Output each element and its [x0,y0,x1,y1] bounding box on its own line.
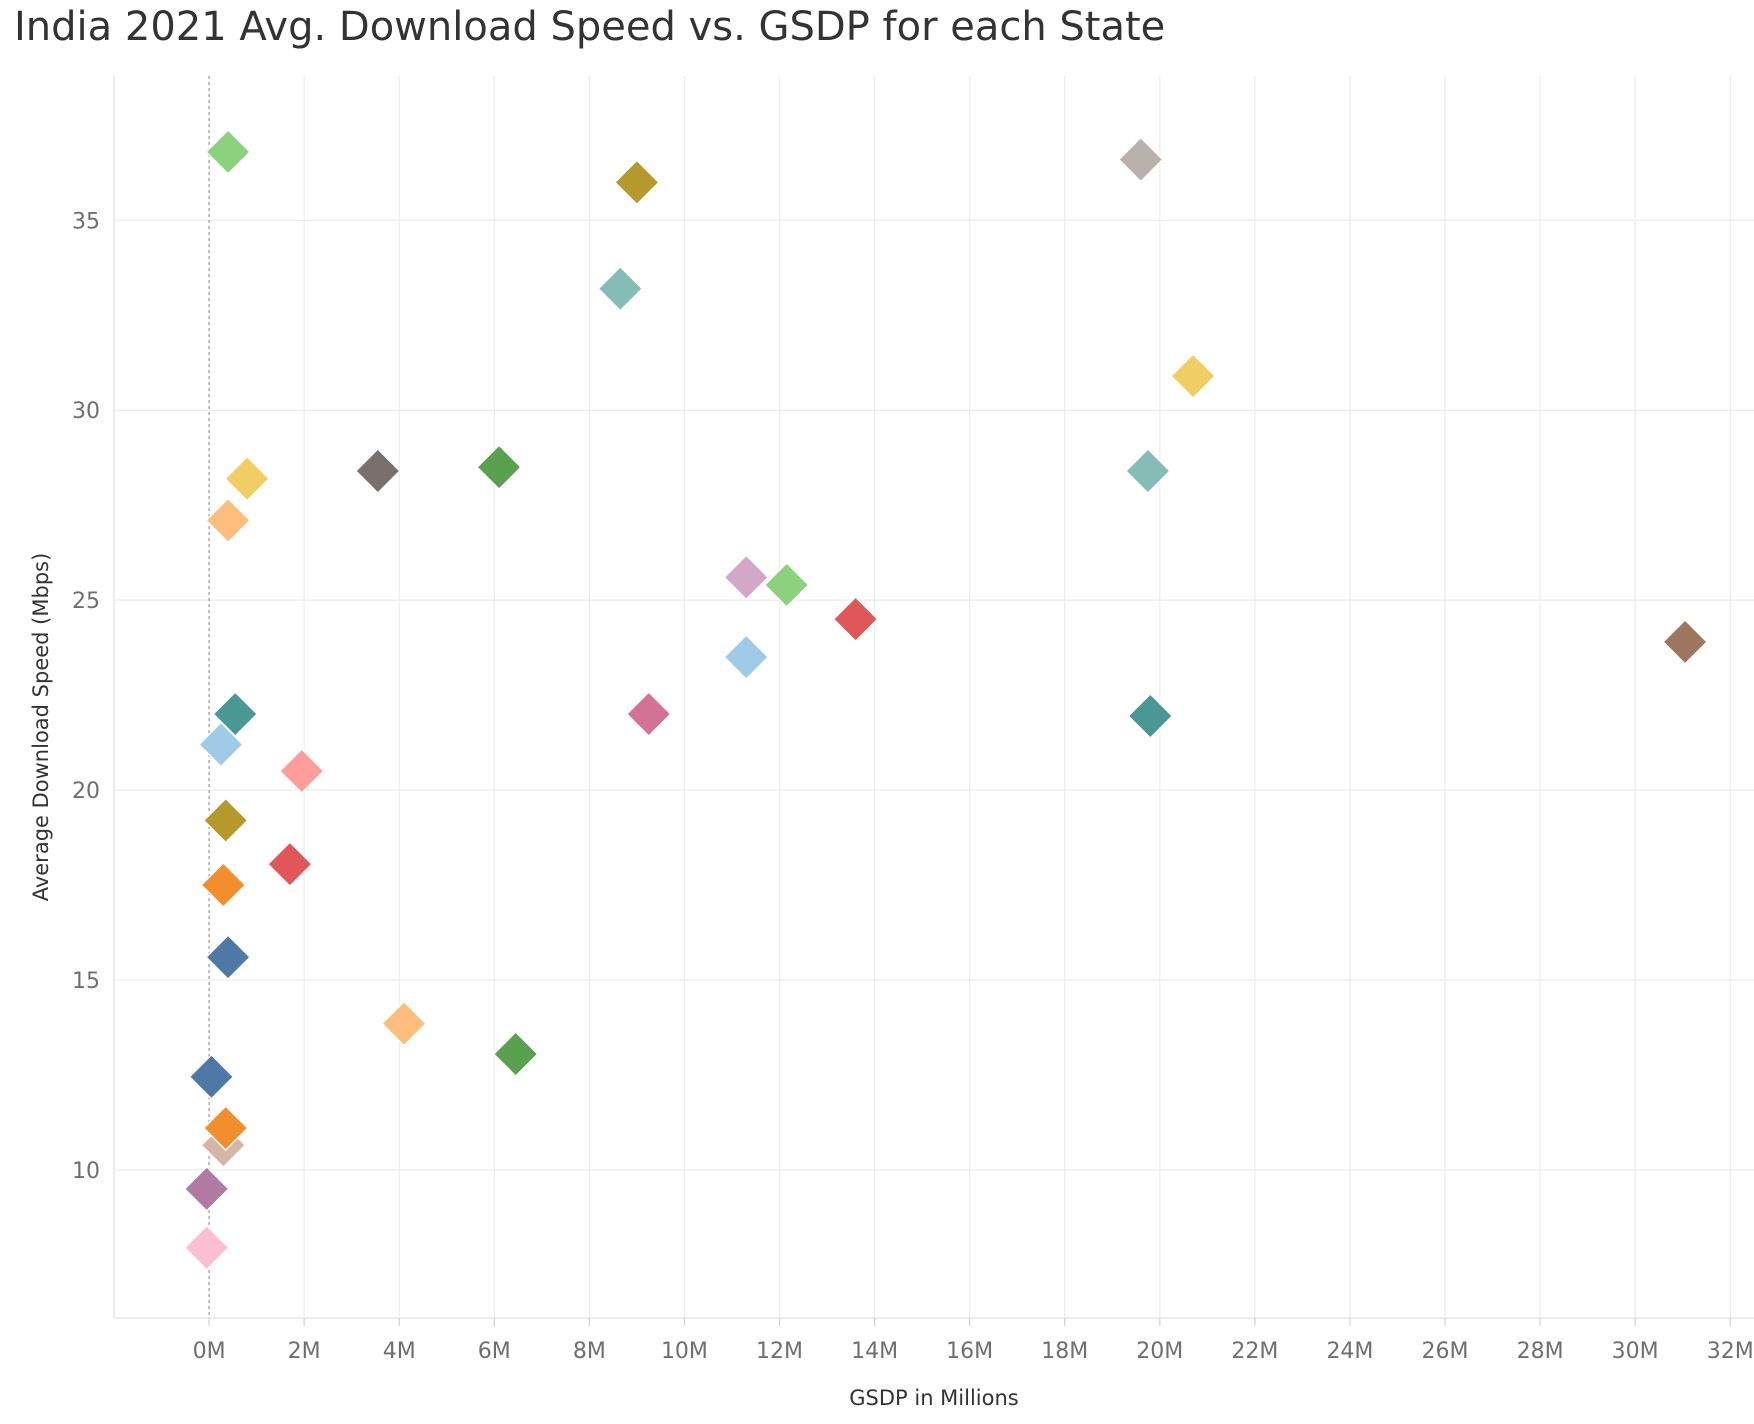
x-tick-label: 6M [478,1339,511,1364]
data-point[interactable] [183,1165,230,1212]
y-tick-label: 35 [72,209,100,234]
data-points [183,128,1709,1271]
x-tick-label: 14M [851,1339,898,1364]
data-point[interactable] [832,596,879,643]
data-point[interactable] [492,1030,539,1078]
data-point[interactable] [1124,447,1171,495]
x-tick-label: 12M [756,1339,803,1364]
data-point[interactable] [278,748,325,795]
data-point[interactable] [723,554,770,601]
y-axis-ticks: 10 15 20 25 30 35 [72,209,100,1184]
data-point[interactable] [224,455,271,502]
gridlines [113,76,1754,1319]
x-tick-label: 18M [1041,1339,1088,1364]
data-point[interactable] [1662,618,1709,665]
data-point[interactable] [205,497,252,544]
data-point[interactable] [1170,352,1217,400]
y-tick-label: 15 [72,969,100,994]
data-point[interactable] [380,1000,428,1047]
data-point[interactable] [597,265,644,312]
data-point[interactable] [183,1224,230,1271]
data-point[interactable] [197,721,245,768]
chart-title: India 2021 Avg. Download Speed vs. GSDP … [14,4,1166,50]
data-point[interactable] [205,934,252,981]
x-tick-label: 32M [1707,1339,1754,1364]
x-tick-label: 24M [1326,1339,1373,1364]
data-point[interactable] [202,797,249,844]
data-point[interactable] [613,159,660,206]
x-tick-label: 28M [1517,1339,1564,1364]
x-tick-label: 30M [1612,1339,1659,1364]
x-tick-label: 16M [946,1339,993,1364]
x-axis-ticks: 0M 2M 4M 6M 8M 10M 12M 14M 16M 18M 20M 22M 24M 26M 28M… [193,1318,1754,1364]
y-tick-label: 20 [72,779,100,804]
x-axis-title: GSDP in Millions [849,1386,1019,1410]
x-tick-label: 10M [661,1339,708,1364]
y-tick-label: 10 [72,1159,100,1184]
data-point[interactable] [205,128,252,176]
x-tick-label: 20M [1136,1339,1183,1364]
data-point[interactable] [723,634,770,681]
data-point[interactable] [202,1105,249,1152]
y-axis-title: Average Download Speed (Mbps) [29,553,53,902]
data-point[interactable] [475,444,523,491]
x-tick-label: 4M [383,1339,416,1364]
y-tick-label: 30 [72,399,100,424]
data-point[interactable] [763,561,810,609]
x-tick-label: 0M [193,1339,226,1364]
data-point[interactable] [1117,136,1164,183]
data-point[interactable] [625,691,672,738]
data-point[interactable] [200,861,247,909]
data-point[interactable] [354,447,401,495]
data-point[interactable] [266,841,313,888]
x-tick-label: 8M [573,1339,606,1364]
data-point[interactable] [1127,692,1174,740]
x-tick-label: 2M [288,1339,321,1364]
x-tick-label: 22M [1231,1339,1278,1364]
y-tick-label: 25 [72,589,100,614]
data-point[interactable] [188,1053,235,1100]
x-tick-label: 26M [1422,1339,1469,1364]
